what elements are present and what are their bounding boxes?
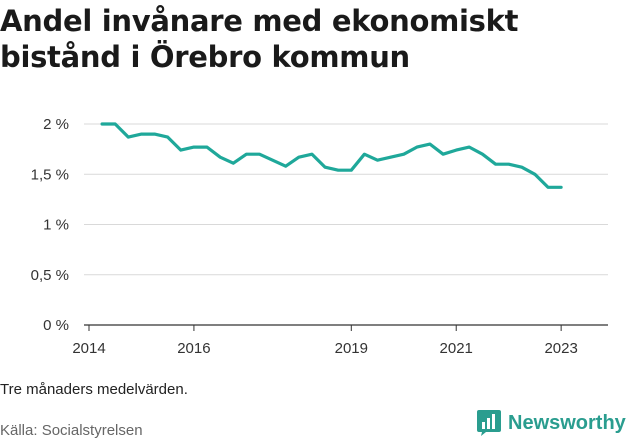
data-point xyxy=(533,173,537,176)
chart-title: Andel invånare med ekonomiskt bistånd i … xyxy=(0,4,519,74)
data-point xyxy=(310,152,314,156)
data-point xyxy=(284,165,287,168)
line-chart: 0 % 0,5 % 1 % 1,5 % 2 % 2014 2016 2019 2021 2023 xyxy=(31,116,608,357)
data-point xyxy=(323,166,327,169)
data-point xyxy=(507,163,510,166)
data-point xyxy=(192,145,196,149)
data-point xyxy=(179,148,183,152)
data-point xyxy=(402,152,405,156)
data-point xyxy=(455,148,458,152)
y-tick-label: 0 % xyxy=(43,317,69,334)
x-tick-label: 2014 xyxy=(72,340,105,357)
x-tick-label: 2019 xyxy=(335,340,368,357)
y-tick-label: 2 % xyxy=(43,116,69,133)
data-points xyxy=(100,122,563,189)
series-line xyxy=(100,122,563,189)
data-point xyxy=(494,163,497,166)
data-point xyxy=(376,158,379,162)
data-point xyxy=(468,145,471,149)
data-point xyxy=(258,152,261,156)
chart-note: Tre månaders medelvärden. xyxy=(0,381,188,398)
data-point xyxy=(271,158,274,162)
brand-name: Newsworthy xyxy=(508,411,626,434)
data-point xyxy=(336,169,340,172)
data-point xyxy=(559,186,563,189)
data-point xyxy=(441,152,445,156)
data-point xyxy=(205,145,209,149)
data-point xyxy=(140,132,143,136)
data-point xyxy=(153,132,156,136)
data-point xyxy=(363,152,366,156)
data-point xyxy=(428,142,432,146)
y-tick-label: 1 % xyxy=(43,217,69,234)
data-point xyxy=(100,122,104,126)
y-axis-tick-labels: 0 % 0,5 % 1 % 1,5 % 2 % xyxy=(31,116,69,334)
data-point xyxy=(166,135,169,139)
data-point xyxy=(232,161,235,165)
x-tick-label: 2023 xyxy=(544,340,577,357)
data-point xyxy=(481,152,484,156)
data-point xyxy=(520,166,523,169)
brand-logo: Newsworthy xyxy=(476,409,626,437)
data-point xyxy=(350,169,353,172)
data-point xyxy=(245,152,248,156)
data-point xyxy=(218,155,222,159)
bar-chart-icon xyxy=(477,410,501,436)
data-point xyxy=(114,122,117,126)
data-point xyxy=(546,186,550,189)
x-axis-tick-labels: 2014 2016 2019 2021 2023 xyxy=(72,340,578,357)
x-tick-label: 2021 xyxy=(440,340,473,357)
gridlines xyxy=(84,123,608,326)
x-tick-label: 2016 xyxy=(177,340,210,357)
data-point xyxy=(297,155,301,159)
y-tick-label: 0,5 % xyxy=(31,267,69,284)
data-point xyxy=(127,135,130,139)
source-credit: Källa: Socialstyrelsen xyxy=(0,422,143,439)
data-point xyxy=(415,145,419,149)
x-axis xyxy=(88,325,562,331)
y-tick-label: 1,5 % xyxy=(31,166,69,183)
data-point xyxy=(389,155,392,159)
